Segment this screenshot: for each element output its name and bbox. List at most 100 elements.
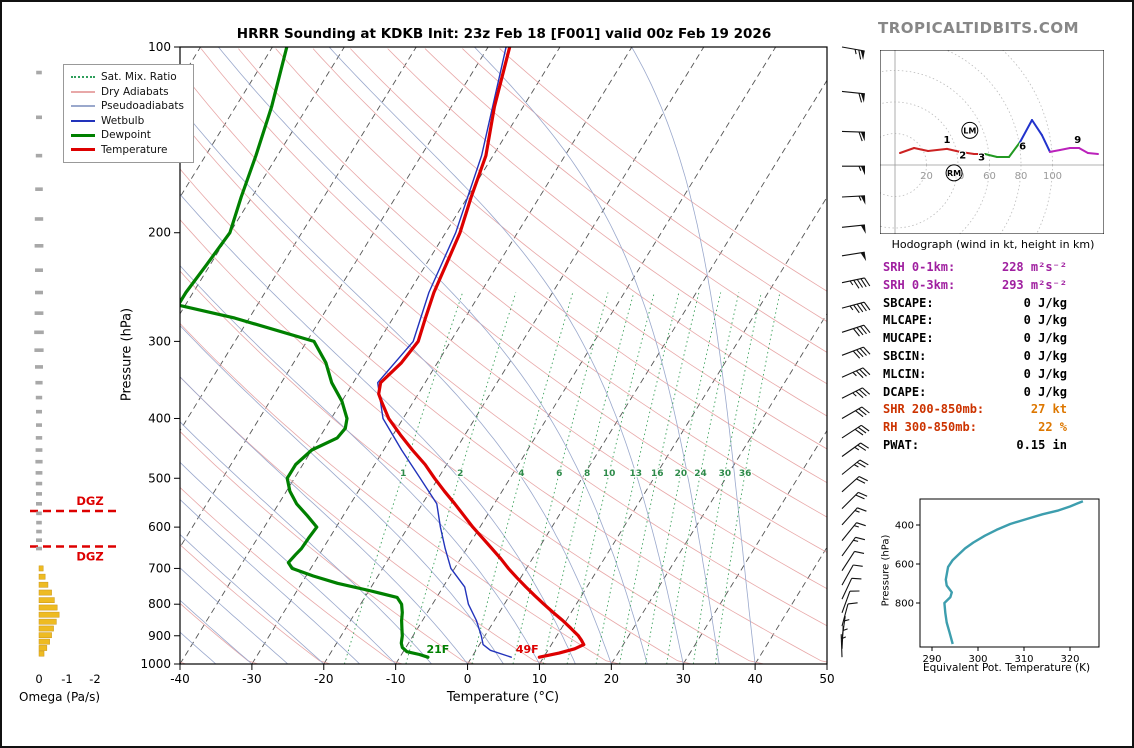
svg-text:-1: -1 [61,672,72,686]
index-label: SBCAPE: [883,295,934,310]
legend-label: Wetbulb [101,114,145,127]
legend-label: Dry Adiabats [101,85,169,98]
svg-text:4: 4 [518,469,524,479]
legend-label: Pseudoadiabats [101,100,184,113]
index-label: MLCAPE: [883,313,934,328]
svg-text:-20: -20 [314,672,334,686]
svg-text:800: 800 [895,599,914,610]
thetae-yaxis-label: Pressure (hPa) [880,534,892,607]
page-title: HRRR Sounding at KDKB Init: 23z Feb 18 [… [236,26,772,42]
index-label: MLCIN: [883,366,927,381]
legend-label: Temperature [101,143,168,156]
svg-text:3: 3 [978,152,985,163]
svg-text:1000: 1000 [140,657,171,671]
svg-text:20: 20 [920,171,933,182]
legend-row: Dewpoint [71,128,184,143]
svg-text:500: 500 [148,471,171,485]
index-row: MLCIN: 0 J/kg [883,367,1067,385]
wetbulb-curve [377,47,512,658]
svg-text:DGZ: DGZ [76,549,103,563]
svg-text:400: 400 [895,521,914,532]
index-value: 0 J/kg [1023,313,1067,328]
dewpoint-curve [180,47,430,659]
svg-text:36: 36 [739,469,752,479]
legend-row: Wetbulb [71,114,184,129]
svg-text:400: 400 [148,411,171,425]
surface-value-labels: 49F 21F [426,643,538,656]
svg-text:0: 0 [464,672,472,686]
svg-text:800: 800 [148,597,171,611]
legend-line-sample [71,90,95,93]
svg-text:300: 300 [968,654,987,665]
svg-text:6: 6 [1019,141,1026,152]
svg-text:20: 20 [604,672,619,686]
index-value: 27 kt [1030,402,1067,417]
index-row: SRH 0-1km: 228 m²s⁻² [883,260,1067,278]
legend-row: Dry Adiabats [71,85,184,100]
svg-text:310: 310 [1014,654,1033,665]
index-label: DCAPE: [883,384,927,399]
index-row: SHR 200-850mb: 27 kt [883,402,1067,420]
index-row: DCAPE: 0 J/kg [883,385,1067,403]
hodograph-caption: Hodograph (wind in kt, height in km) [891,238,1095,251]
svg-text:13: 13 [630,469,643,479]
thetae-xaxis-label: Equivalent Pot. Temperature (K) [922,662,1091,674]
legend-row: Sat. Mix. Ratio [71,70,184,85]
svg-text:10: 10 [532,672,547,686]
index-label: SHR 200-850mb: [883,402,985,417]
svg-text:50: 50 [819,672,834,686]
index-row: SBCIN: 0 J/kg [883,349,1067,367]
legend-line-sample [71,105,95,108]
svg-text:40: 40 [747,672,762,686]
index-value: 0.15 in [1016,437,1067,452]
svg-text:2: 2 [959,151,966,162]
temperature-axis-label: Temperature (°C) [446,690,560,705]
index-value: 293 m²s⁻² [1001,277,1067,292]
svg-text:9: 9 [1074,135,1081,146]
legend-row: Temperature [71,143,184,158]
indices-panel: SRH 0-1km: 228 m²s⁻² SRH 0-3km: 293 m²s⁻² SB… [883,260,1067,456]
legend-line-sample [71,148,95,152]
index-row: SBCAPE: 0 J/kg [883,296,1067,314]
svg-text:900: 900 [148,629,171,643]
index-label: SRH 0-1km: [883,260,956,274]
index-label: RH 300-850mb: [883,420,977,435]
index-row: MLCAPE: 0 J/kg [883,313,1067,331]
legend-row: Pseudoadiabats [71,99,184,114]
thetae-panel: 290 300 310 320 400 600 800 [895,498,1100,665]
index-value: 0 J/kg [1023,348,1067,363]
omega-axis-label: Omega (Pa/s) [19,690,101,704]
legend-label: Dewpoint [101,129,151,142]
index-row: SRH 0-3km: 293 m²s⁻² [883,278,1067,296]
svg-text:290: 290 [922,654,941,665]
thetae-curve [943,500,1084,645]
temperature-curve [377,47,586,659]
index-label: SRH 0-3km: [883,277,956,292]
index-row: RH 300-850mb: 22 % [883,420,1067,438]
svg-text:100: 100 [1043,171,1062,182]
legend-box: Sat. Mix. Ratio Dry Adiabats Pseudoadiabat… [63,64,194,163]
svg-text:-10: -10 [386,672,406,686]
index-value: 0 J/kg [1023,384,1067,399]
legend-line-sample [71,76,95,79]
svg-text:49F: 49F [516,643,539,656]
index-value: 0 J/kg [1023,331,1067,346]
svg-text:LM: LM [963,126,976,135]
svg-text:600: 600 [148,520,171,534]
svg-text:8: 8 [584,469,590,479]
legend-line-sample [71,133,95,137]
svg-text:2: 2 [457,469,463,479]
index-value: 22 % [1038,420,1067,435]
index-value: 228 m²s⁻² [1001,260,1067,274]
svg-text:20: 20 [675,469,688,479]
svg-text:DGZ: DGZ [76,494,103,508]
svg-text:10: 10 [603,469,616,479]
svg-text:200: 200 [148,226,171,240]
pressure-axis-label: Pressure (hPa) [119,307,135,402]
svg-text:-30: -30 [242,672,262,686]
legend-label: Sat. Mix. Ratio [101,71,177,84]
svg-text:320: 320 [1060,654,1079,665]
